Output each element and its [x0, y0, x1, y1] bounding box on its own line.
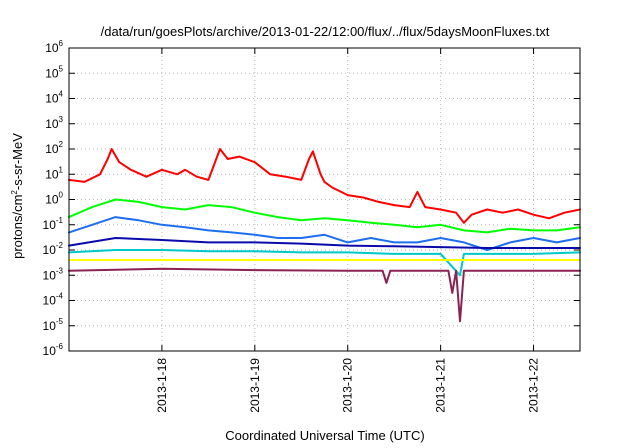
y-tick-label: 101 — [45, 165, 63, 181]
y-tick-label-exponent: 5 — [59, 64, 64, 73]
x-tick-label: 2013-1-18 — [155, 358, 169, 413]
series-line — [68, 237, 581, 249]
y-tick-label-exponent: 4 — [59, 90, 64, 99]
y-tick-label-exponent: 1 — [59, 165, 64, 174]
series-line — [68, 148, 581, 224]
y-tick-label: 10-6 — [43, 342, 64, 358]
y-tick-label: 105 — [45, 64, 63, 80]
y-tick-label: 10-5 — [43, 317, 64, 333]
y-axis: 10-610-510-410-310-210-11001011021031041… — [43, 39, 580, 358]
y-tick-label-base: 10 — [43, 268, 57, 282]
series-line — [68, 249, 581, 277]
y-tick-label-base: 10 — [45, 193, 59, 207]
plot-frame — [68, 47, 581, 352]
x-axis-label: Coordinated Universal Time (UTC) — [225, 428, 424, 443]
y-tick-label: 102 — [45, 140, 63, 156]
y-tick-label-base: 10 — [45, 167, 59, 181]
chart-title: /data/run/goesPlots/archive/2013-01-22/1… — [101, 24, 550, 39]
y-tick-label: 106 — [45, 39, 63, 55]
y-tick-label-exponent: -2 — [56, 241, 64, 250]
x-tick-label: 2013-1-22 — [527, 358, 541, 413]
y-tick-label-base: 10 — [43, 243, 57, 257]
y-tick-label-base: 10 — [45, 92, 59, 106]
x-axis: 2013-1-18 2013-1-19 2013-1-20 2013-1-21 2013… — [155, 48, 541, 413]
y-tick-label-base: 10 — [43, 344, 57, 358]
x-tick-label: 2013-1-19 — [248, 358, 262, 413]
y-axis-label-prefix: protons/cm — [10, 195, 25, 259]
x-tick-label: 2013-1-20 — [341, 358, 355, 413]
y-tick-label: 100 — [45, 191, 63, 207]
y-tick-label: 10-4 — [43, 292, 64, 308]
y-tick-label-base: 10 — [45, 117, 59, 131]
y-tick-label-exponent: -4 — [56, 292, 64, 301]
y-tick-label-exponent: 2 — [59, 140, 64, 149]
y-tick-label-exponent: -1 — [56, 216, 64, 225]
y-tick-label: 10-2 — [43, 241, 64, 257]
series-line — [68, 267, 581, 323]
y-tick-label: 104 — [45, 90, 63, 106]
y-tick-label-exponent: -6 — [56, 342, 64, 351]
y-tick-label-exponent: -5 — [56, 317, 64, 326]
y-tick-label: 103 — [45, 115, 63, 131]
y-tick-label-base: 10 — [43, 218, 57, 232]
x-tick-label: 2013-1-21 — [434, 358, 448, 413]
series-layer — [68, 148, 581, 323]
y-tick-label-exponent: 6 — [59, 39, 64, 48]
y-tick-label: 10-3 — [43, 266, 64, 282]
y-tick-label-exponent: -3 — [56, 266, 64, 275]
y-axis-label-suffix: -s-sr-MeV — [10, 133, 25, 190]
series-line — [68, 198, 581, 234]
y-tick-label-base: 10 — [43, 319, 57, 333]
y-tick-label-exponent: 3 — [59, 115, 64, 124]
y-tick-label-base: 10 — [45, 66, 59, 80]
y-tick-label-exponent: 0 — [59, 191, 64, 200]
y-axis-label-exponent: 2 — [10, 190, 19, 195]
y-tick-label-base: 10 — [45, 142, 59, 156]
y-tick-label: 10-1 — [43, 216, 64, 232]
y-tick-label-base: 10 — [45, 41, 59, 55]
grid-layer — [69, 48, 580, 351]
y-tick-label-base: 10 — [43, 294, 57, 308]
y-axis-label: protons/cm2-s-sr-MeV — [10, 133, 25, 259]
svg-text:protons/cm2-s-sr-MeV: protons/cm2-s-sr-MeV — [10, 133, 25, 259]
